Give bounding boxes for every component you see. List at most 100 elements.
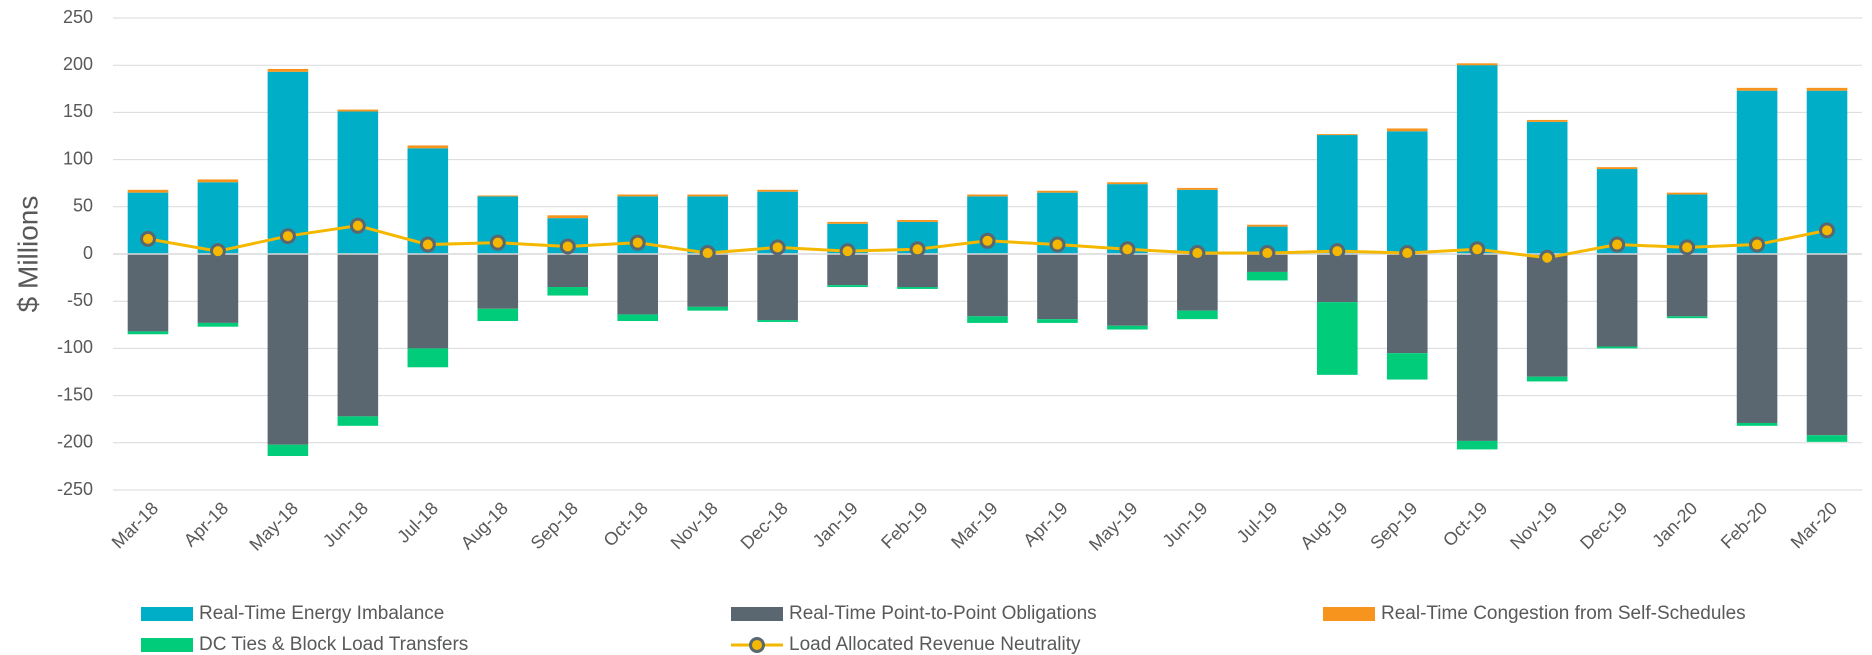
- line-marker: [1399, 245, 1416, 262]
- line-marker: [279, 228, 296, 245]
- bar: [1386, 353, 1428, 380]
- x-tick-label: Dec-19: [1576, 498, 1631, 553]
- bar: [1317, 134, 1358, 136]
- bar: [687, 306, 728, 311]
- bar: [127, 254, 169, 332]
- bar: [1107, 254, 1148, 326]
- bar: [547, 215, 589, 219]
- bar: [1456, 440, 1498, 450]
- x-tick-label: Aug-19: [1296, 498, 1351, 553]
- bar: [1247, 224, 1288, 227]
- bar: [197, 179, 239, 183]
- bar: [1596, 167, 1638, 170]
- y-tick-label: -50: [67, 290, 93, 310]
- y-tick-label: 100: [63, 148, 93, 168]
- legend-label: Real-Time Congestion from Self-Schedules: [1381, 603, 1746, 624]
- bar: [1666, 254, 1708, 317]
- y-tick-label: 200: [63, 54, 93, 74]
- bar: [1596, 346, 1638, 349]
- bar: [1666, 316, 1708, 319]
- bar: [1037, 190, 1078, 193]
- y-tick-label: -200: [57, 432, 93, 452]
- bar: [197, 322, 239, 327]
- x-tick-label: Mar-18: [108, 498, 162, 552]
- bar: [1177, 187, 1218, 190]
- bar: [267, 71, 309, 254]
- x-tick-label: Jul-18: [393, 498, 442, 547]
- bar: [827, 221, 868, 224]
- line-marker: [1329, 243, 1346, 260]
- bar: [127, 189, 169, 193]
- x-tick-label: Jan-19: [809, 498, 862, 551]
- bar: [197, 254, 239, 323]
- line-marker: [769, 239, 786, 256]
- x-tick-label: Feb-20: [1717, 498, 1771, 552]
- bar: [197, 182, 239, 254]
- bar: [967, 316, 1008, 323]
- bar: [477, 308, 519, 322]
- bar: [967, 194, 1008, 197]
- line-marker: [209, 243, 226, 260]
- line-marker: [1819, 222, 1836, 239]
- line-marker: [1259, 245, 1276, 262]
- legend-label: Real-Time Point-to-Point Obligations: [789, 603, 1097, 624]
- line-marker: [1749, 236, 1766, 253]
- line-marker: [839, 243, 856, 260]
- bar: [267, 444, 309, 457]
- line-marker: [489, 234, 506, 251]
- x-tick-label: Nov-19: [1506, 498, 1561, 553]
- line-marker: [1539, 249, 1556, 266]
- line-marker: [1679, 239, 1696, 256]
- x-tick-label: Jan-20: [1648, 498, 1701, 551]
- x-tick-label: Sep-18: [527, 498, 582, 553]
- bar: [267, 68, 309, 72]
- bar: [617, 314, 658, 322]
- bar: [1317, 254, 1358, 303]
- bar: [687, 194, 728, 197]
- legend-label: Load Allocated Revenue Neutrality: [789, 634, 1081, 655]
- bar: [1456, 254, 1498, 441]
- bar: [1037, 254, 1078, 320]
- bar: [1806, 87, 1848, 91]
- line-marker: [629, 234, 646, 251]
- legend-swatch: [731, 607, 783, 621]
- line-marker: [1469, 241, 1486, 258]
- bar: [547, 287, 589, 296]
- bar: [127, 331, 169, 335]
- legend-swatch: [141, 638, 193, 652]
- bar: [1736, 254, 1778, 423]
- bar: [1806, 254, 1848, 436]
- y-axis-label: $ Millions: [12, 196, 43, 313]
- bar: [1736, 90, 1778, 254]
- legend-swatch: [141, 607, 193, 621]
- bar: [1666, 192, 1708, 195]
- line-marker: [1189, 245, 1206, 262]
- line-marker: [1119, 241, 1136, 258]
- bar: [827, 285, 868, 288]
- bar: [1806, 435, 1848, 442]
- y-tick-label: -100: [57, 337, 93, 357]
- x-tick-label: May-18: [245, 498, 302, 555]
- bar: [1247, 254, 1288, 272]
- bar: [477, 254, 519, 309]
- bar: [1177, 189, 1218, 254]
- bar: [337, 254, 379, 417]
- x-tick-label: Jun-19: [1159, 498, 1212, 551]
- bar: [1526, 254, 1568, 377]
- bar: [967, 254, 1008, 317]
- x-tick-label: Mar-20: [1787, 498, 1841, 552]
- y-tick-label: -250: [57, 479, 93, 499]
- y-tick-label: 0: [83, 243, 93, 263]
- bar: [1526, 119, 1568, 122]
- bar: [1386, 131, 1428, 254]
- legend-swatch: [749, 637, 765, 653]
- bar: [407, 145, 449, 149]
- y-tick-label: 150: [63, 101, 93, 121]
- bar: [337, 109, 379, 112]
- legend-label: Real-Time Energy Imbalance: [199, 603, 444, 624]
- bar: [407, 254, 449, 349]
- bar: [1736, 87, 1778, 91]
- line-marker: [349, 217, 366, 234]
- bar: [1456, 65, 1498, 254]
- bar: [1247, 271, 1288, 281]
